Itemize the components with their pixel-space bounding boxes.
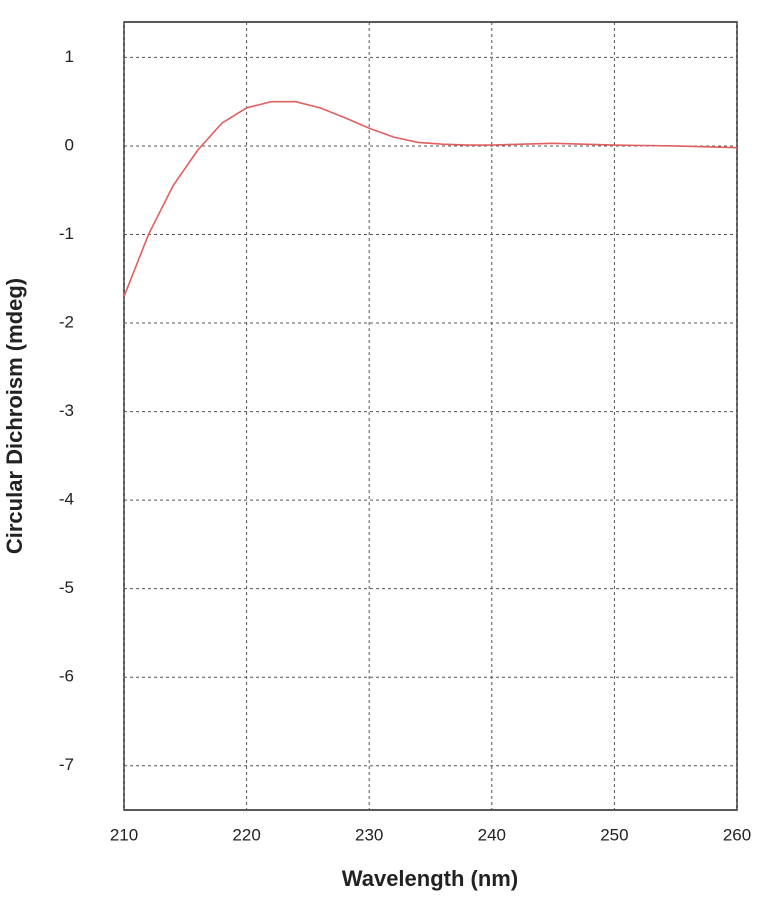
plot-frame	[123, 21, 738, 811]
y-tick-label: 0	[65, 135, 74, 154]
x-tick-label: 230	[355, 825, 383, 844]
y-tick-label: -2	[59, 313, 74, 332]
y-tick-label: -1	[59, 224, 74, 243]
x-tick-label: 210	[110, 825, 138, 844]
y-tick-label: -5	[59, 578, 74, 597]
x-tick-label: 250	[600, 825, 628, 844]
data-line	[123, 100, 738, 297]
y-tick-label: -6	[59, 667, 74, 686]
x-tick-label: 220	[232, 825, 260, 844]
y-tick-label: -7	[59, 755, 74, 774]
y-tick-label: 1	[65, 47, 74, 66]
x-axis-title: Wavelength (nm)	[342, 866, 518, 891]
x-tick-label: 260	[723, 825, 751, 844]
y-tick-label: -3	[59, 401, 74, 420]
y-axis-title: Circular Dichroism (mdeg)	[2, 278, 27, 554]
y-tick-label: -4	[59, 490, 74, 509]
x-tick-label: 240	[478, 825, 506, 844]
